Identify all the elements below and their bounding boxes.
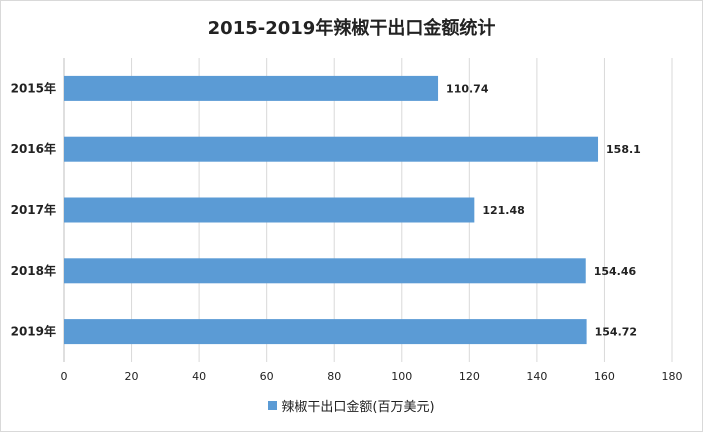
chart-title: 2015-2019年辣椒干出口金额统计 [207,18,496,39]
bar [64,75,439,101]
data-label: 154.72 [595,326,637,339]
bar [64,319,587,345]
x-tick-label: 20 [125,370,139,383]
legend-swatch [268,401,278,410]
category-label: 2016年 [11,141,56,156]
x-tick-label: 100 [391,370,412,383]
data-label: 154.46 [594,265,637,278]
legend-label: 辣椒干出口金额(百万美元) [281,400,435,415]
data-label: 121.48 [482,204,524,217]
x-tick-label: 180 [662,370,683,383]
x-tick-label: 140 [526,370,547,383]
category-label: 2017年 [11,202,56,217]
x-tick-label: 80 [327,370,341,383]
data-label: 158.1 [606,143,641,156]
data-label: 110.74 [446,82,489,95]
x-tick-label: 60 [260,370,274,383]
legend: 辣椒干出口金额(百万美元) [0,396,703,415]
x-tick-label: 0 [61,370,68,383]
x-tick-label: 160 [594,370,615,383]
x-tick-label: 120 [459,370,480,383]
category-label: 2019年 [11,324,56,339]
x-tick-label: 40 [192,370,206,383]
bar [64,197,475,223]
bar [64,136,599,162]
category-label: 2015年 [11,80,56,95]
category-label: 2018年 [11,263,56,278]
bar [64,258,586,284]
